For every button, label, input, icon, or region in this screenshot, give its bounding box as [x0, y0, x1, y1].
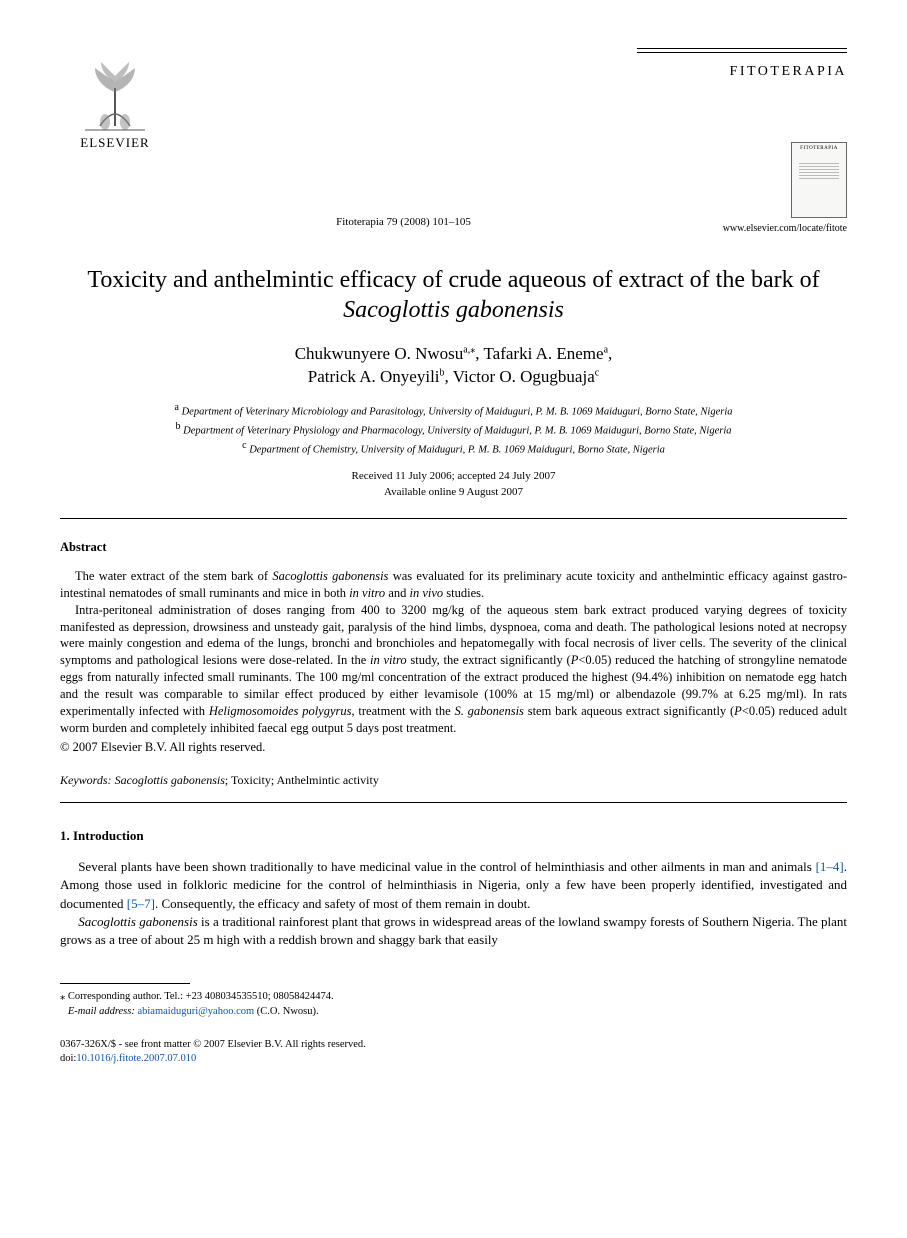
intro-p1-a: Several plants have been shown tradition… [78, 859, 815, 874]
abs-p1-species: Sacoglottis gabonensis [272, 569, 388, 583]
ref-link-5-7[interactable]: [5–7] [127, 896, 155, 911]
cover-title: FITOTERAPIA [794, 146, 844, 153]
abstract-p2: Intra-peritoneal administration of doses… [60, 602, 847, 737]
intro-p1: Several plants have been shown tradition… [60, 858, 847, 913]
section-1-heading: 1. Introduction [60, 827, 847, 845]
abs-p2-hp: Heligmosomoides polygyrus [209, 704, 352, 718]
journal-rule-thin [637, 52, 847, 53]
abs-p1-invitro: in vitro [349, 586, 385, 600]
cover-bars [794, 163, 844, 179]
ref-link-1-4[interactable]: [1–4] [816, 859, 844, 874]
journal-cover-thumb: FITOTERAPIA [791, 142, 847, 218]
keywords-label: Keywords: [60, 773, 115, 787]
email-label: E-mail address: [68, 1006, 135, 1017]
doi-label: doi: [60, 1053, 76, 1064]
keywords-line: Keywords: Sacoglottis gabonensis; Toxici… [60, 772, 847, 788]
issn-line: 0367-326X/$ - see front matter © 2007 El… [60, 1038, 847, 1053]
page-header: ELSEVIER Fitoterapia 79 (2008) 101–105 F… [60, 48, 847, 235]
footnote-rule [60, 983, 190, 984]
affil-a-text: Department of Veterinary Microbiology an… [182, 407, 733, 418]
abs-p2-b: study, the extract significantly ( [407, 653, 571, 667]
journal-rule [637, 48, 847, 49]
abs-p1-invivo: in vivo [410, 586, 444, 600]
email-link[interactable]: abiamaiduguri@yahoo.com [137, 1006, 254, 1017]
email-line: E-mail address: abiamaiduguri@yahoo.com … [60, 1005, 847, 1020]
footer-block: 0367-326X/$ - see front matter © 2007 El… [60, 1038, 847, 1067]
abstract-copyright: © 2007 Elsevier B.V. All rights reserved… [60, 739, 847, 756]
article-dates: Received 11 July 2006; accepted 24 July … [60, 469, 847, 500]
author-2: Tafarki A. Eneme [483, 344, 603, 363]
abs-p1-pre: The water extract of the stem bark of [75, 569, 272, 583]
journal-cover-wrap: FITOTERAPIA [637, 136, 847, 222]
publisher-block: ELSEVIER [60, 48, 170, 152]
author-2-affil: a [604, 345, 608, 356]
author-3: Patrick A. Onyeyili [308, 367, 440, 386]
corresponding-author-note: ⁎ Corresponding author. Tel.: +23 408034… [60, 990, 847, 1005]
article-title: Toxicity and anthelmintic efficacy of cr… [80, 265, 827, 325]
abstract-p1: The water extract of the stem bark of Sa… [60, 568, 847, 602]
affil-c: c Department of Chemistry, University of… [60, 439, 847, 458]
doi-link[interactable]: 10.1016/j.fitote.2007.07.010 [76, 1053, 196, 1064]
publisher-name: ELSEVIER [80, 134, 149, 152]
elsevier-tree-icon [75, 48, 155, 132]
journal-block: FITOTERAPIA FITOTERAPIA www.elsevier.com… [637, 48, 847, 235]
title-species: Sacoglottis gabonensis [343, 297, 564, 323]
title-text: Toxicity and anthelmintic efficacy of cr… [87, 267, 819, 293]
dates-received: Received 11 July 2006; accepted 24 July … [60, 469, 847, 484]
affil-b-text: Department of Veterinary Physiology and … [183, 425, 731, 436]
keywords-rest: ; Toxicity; Anthelmintic activity [225, 773, 379, 787]
author-list: Chukwunyere O. Nwosua,⁎, Tafarki A. Enem… [60, 343, 847, 389]
author-3-affil: b [440, 368, 445, 379]
affiliations: a Department of Veterinary Microbiology … [60, 401, 847, 457]
abs-p2-e: stem bark aqueous extract significantly … [524, 704, 734, 718]
abs-p2-p2: P [734, 704, 742, 718]
intro-p2: Sacoglottis gabonensis is a traditional … [60, 913, 847, 949]
keywords-species: Sacoglottis gabonensis [115, 773, 225, 787]
abs-p2-sg: S. gabonensis [455, 704, 524, 718]
abs-p2-d: , treatment with the [352, 704, 455, 718]
journal-name: FITOTERAPIA [637, 63, 847, 82]
intro-p2-species: Sacoglottis gabonensis [78, 914, 198, 929]
email-post: (C.O. Nwosu). [254, 1006, 318, 1017]
author-1-corr: ⁎ [470, 345, 475, 356]
affil-a: a Department of Veterinary Microbiology … [60, 401, 847, 420]
abs-p1-and: and [385, 586, 409, 600]
abstract-body: The water extract of the stem bark of Sa… [60, 568, 847, 737]
abs-p2-invitro: in vitro [370, 653, 407, 667]
affil-b: b Department of Veterinary Physiology an… [60, 420, 847, 439]
abs-p1-end: studies. [443, 586, 484, 600]
intro-p1-c: . Consequently, the efficacy and safety … [155, 896, 530, 911]
abstract-heading: Abstract [60, 539, 847, 556]
affil-c-text: Department of Chemistry, University of M… [249, 444, 665, 455]
author-4-affil: c [595, 368, 599, 379]
doi-line: doi:10.1016/j.fitote.2007.07.010 [60, 1052, 847, 1067]
rule-above-abstract [60, 518, 847, 519]
rule-below-keywords [60, 802, 847, 803]
citation-line: Fitoterapia 79 (2008) 101–105 [170, 215, 637, 236]
author-1: Chukwunyere O. Nwosu [295, 344, 464, 363]
author-4: Victor O. Ogugbuaja [453, 367, 595, 386]
corr-text: Corresponding author. Tel.: +23 40803453… [65, 991, 333, 1002]
dates-available: Available online 9 August 2007 [60, 485, 847, 500]
journal-url[interactable]: www.elsevier.com/locate/fitote [637, 222, 847, 236]
